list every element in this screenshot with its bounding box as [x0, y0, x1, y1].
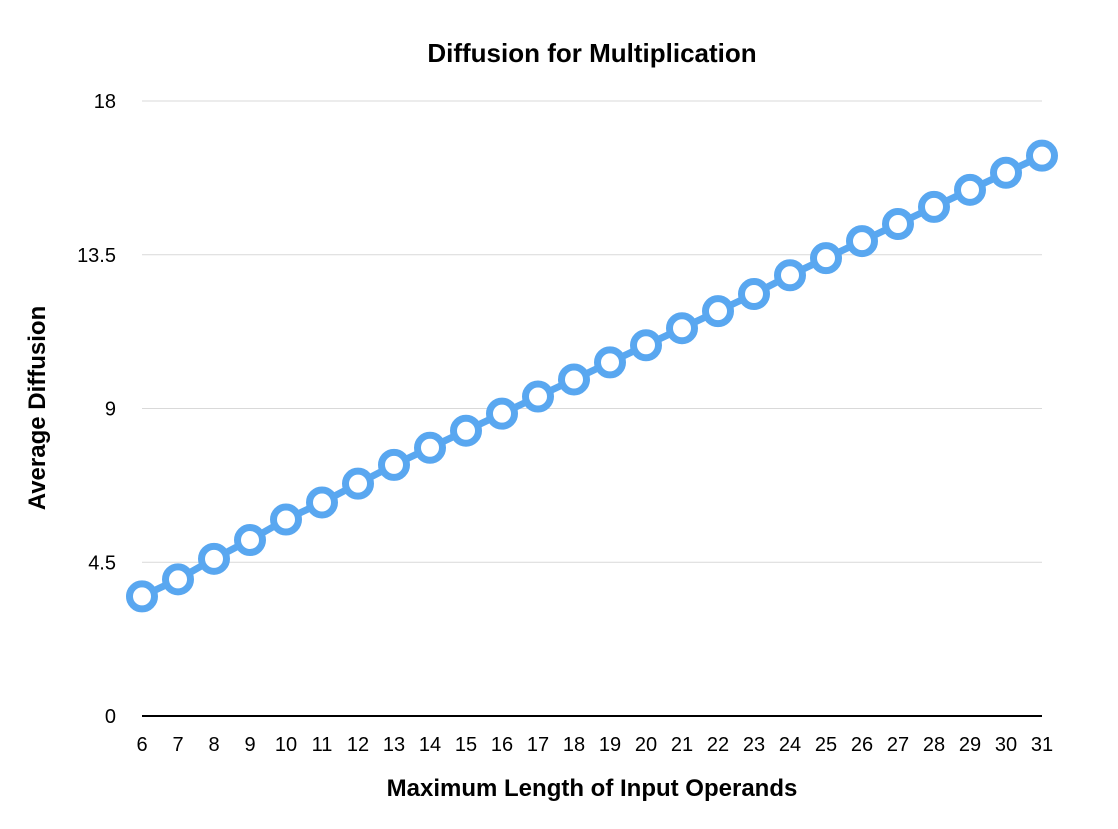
x-tick-label: 12 [347, 734, 369, 756]
data-point [666, 312, 698, 345]
data-point [270, 503, 302, 536]
data-point [846, 225, 878, 258]
data-point [630, 329, 662, 362]
data-point [522, 380, 554, 413]
data-point [378, 448, 410, 481]
x-tick-label: 16 [491, 734, 513, 756]
x-axis-ticks: 6 7 8 9 10 11 12 13 14 15 16 17 18 19 20 21 22 23 24 25 26 27… [136, 734, 1053, 756]
gridlines [142, 100, 1042, 717]
x-tick-label: 26 [851, 734, 873, 756]
data-point [486, 397, 518, 430]
x-tick-label: 18 [563, 734, 585, 756]
x-axis-title: Maximum Length of Input Operands [387, 775, 798, 802]
data-point [738, 278, 770, 311]
x-tick-label: 11 [312, 734, 333, 756]
x-tick-label: 27 [887, 734, 909, 756]
data-point [126, 580, 158, 613]
x-tick-label: 14 [419, 734, 441, 756]
data-point [306, 486, 338, 519]
x-tick-label: 6 [136, 734, 147, 756]
y-tick-label: 18 [94, 91, 116, 113]
series-0 [126, 139, 1058, 613]
data-point [702, 295, 734, 328]
x-tick-label: 8 [208, 734, 219, 756]
data-point [954, 173, 986, 206]
x-tick-label: 21 [671, 734, 693, 756]
x-tick-label: 9 [244, 734, 255, 756]
x-tick-label: 30 [995, 734, 1017, 756]
data-point [594, 346, 626, 379]
data-point [414, 431, 446, 464]
data-point [162, 563, 194, 596]
y-axis-title: Average Diffusion [24, 306, 51, 510]
data-point [234, 524, 266, 557]
data-point [1026, 139, 1058, 172]
x-tick-label: 31 [1031, 734, 1053, 756]
data-point [450, 414, 482, 447]
y-tick-label: 4.5 [88, 552, 116, 574]
data-point [882, 208, 914, 240]
data-point [990, 156, 1022, 189]
data-point [342, 467, 374, 500]
data-point [558, 363, 590, 396]
y-tick-label: 9 [105, 399, 116, 421]
data-point [774, 259, 806, 292]
x-tick-label: 13 [383, 734, 405, 756]
x-tick-label: 10 [275, 734, 297, 756]
x-tick-label: 24 [779, 734, 801, 756]
data-point [918, 190, 950, 223]
data-point [198, 542, 230, 575]
x-tick-label: 23 [743, 734, 765, 756]
series-group [126, 139, 1058, 613]
y-axis-ticks: 0 4.5 9 13.5 18 [77, 91, 116, 728]
data-point [810, 242, 842, 275]
x-tick-label: 29 [959, 734, 981, 756]
y-tick-label: 0 [105, 706, 116, 728]
x-tick-label: 7 [172, 734, 183, 756]
x-tick-label: 15 [455, 734, 477, 756]
chart-title: Diffusion for Multiplication [427, 38, 756, 68]
x-tick-label: 17 [527, 734, 549, 756]
x-tick-label: 22 [707, 734, 729, 756]
x-tick-label: 28 [923, 734, 945, 756]
x-tick-label: 19 [599, 734, 621, 756]
y-tick-label: 13.5 [77, 245, 116, 267]
x-tick-label: 25 [815, 734, 837, 756]
x-tick-label: 20 [635, 734, 657, 756]
